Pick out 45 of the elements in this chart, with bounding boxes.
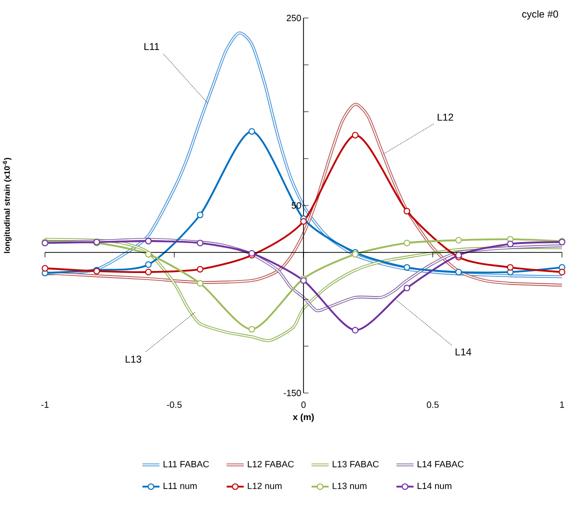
legend-label: L14 num bbox=[418, 482, 452, 490]
annotation: L12 bbox=[438, 114, 454, 121]
legend-label: L12 FABAC bbox=[248, 460, 294, 468]
point bbox=[145, 268, 152, 276]
annotation: L13 bbox=[126, 356, 142, 363]
point bbox=[145, 238, 152, 244]
legend-label: L11 num bbox=[164, 482, 197, 490]
chart-title: cycle #0 bbox=[522, 10, 558, 20]
legend-label: L13 num bbox=[332, 482, 366, 490]
point bbox=[42, 265, 48, 272]
legend-label: L14 FABAC bbox=[418, 460, 464, 468]
x-tick-label: -0.5 bbox=[166, 402, 182, 408]
annotation: L11 bbox=[144, 43, 160, 50]
point bbox=[196, 280, 204, 287]
point bbox=[196, 266, 204, 273]
legend-label: L11 FABAC bbox=[164, 460, 209, 468]
point bbox=[558, 268, 566, 276]
y-tick-label: 250 bbox=[286, 14, 301, 22]
y-tick-label: -150 bbox=[284, 390, 301, 396]
point bbox=[507, 240, 514, 248]
point bbox=[455, 236, 462, 244]
point bbox=[196, 240, 204, 246]
x-tick-label: 0.5 bbox=[426, 402, 439, 408]
x-tick-label: 1 bbox=[560, 402, 564, 408]
x-tick-label: 0 bbox=[301, 402, 306, 408]
point bbox=[404, 240, 410, 246]
point bbox=[507, 264, 514, 271]
y-axis-title: longitudinal strain (x10$^{-6}$) bbox=[2, 158, 12, 253]
legend-label: L13 FABAC bbox=[332, 460, 379, 468]
x-tick-label: -1 bbox=[41, 402, 49, 408]
point bbox=[248, 128, 256, 135]
point bbox=[196, 212, 204, 218]
point bbox=[145, 261, 152, 268]
point bbox=[352, 326, 358, 334]
point bbox=[404, 208, 410, 214]
point bbox=[404, 264, 410, 271]
legend-label: L12 num bbox=[248, 482, 282, 490]
point bbox=[455, 268, 462, 276]
point bbox=[404, 284, 410, 292]
point bbox=[145, 250, 152, 258]
point bbox=[248, 326, 256, 333]
x-axis-title: x (m) bbox=[292, 414, 314, 422]
point bbox=[300, 218, 307, 225]
annotation: L14 bbox=[456, 348, 472, 356]
point bbox=[352, 132, 358, 138]
